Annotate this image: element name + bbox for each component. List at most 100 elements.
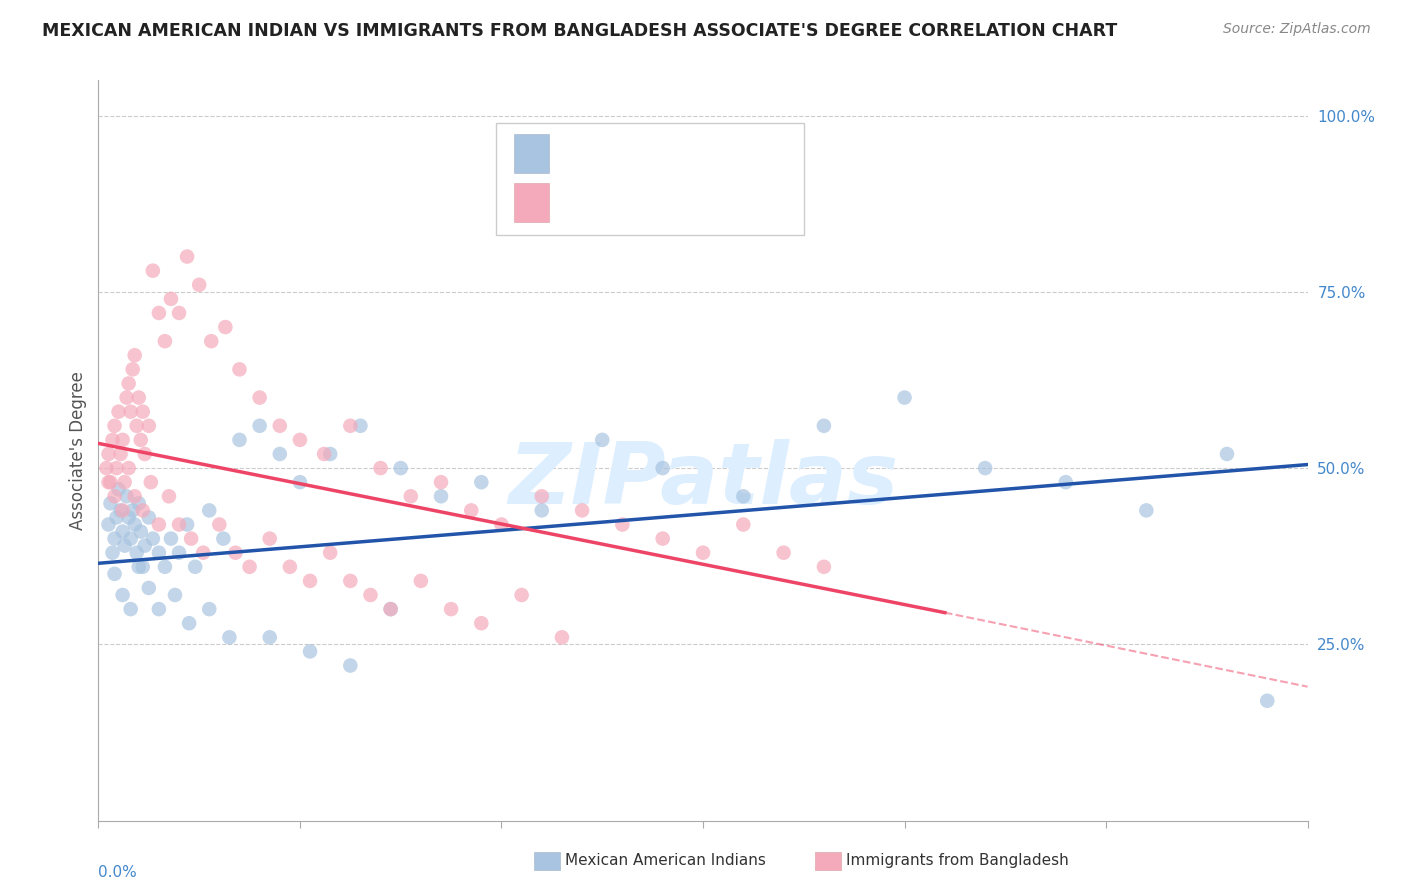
- Point: [125, 546, 148, 560]
- Point: [389, 461, 412, 475]
- Point: [1256, 694, 1278, 708]
- Point: [148, 546, 170, 560]
- Point: [198, 503, 221, 517]
- Point: [214, 320, 236, 334]
- Point: [107, 482, 129, 496]
- Point: [198, 602, 221, 616]
- Point: [132, 405, 155, 419]
- Text: ZIPatlas: ZIPatlas: [508, 439, 898, 522]
- Point: [160, 532, 183, 546]
- Point: [288, 475, 311, 490]
- Point: [110, 503, 132, 517]
- Point: [249, 391, 271, 405]
- Point: [360, 588, 382, 602]
- Point: [118, 510, 141, 524]
- Point: [134, 539, 156, 553]
- Point: [115, 391, 138, 405]
- Point: [110, 447, 132, 461]
- Point: [111, 524, 134, 539]
- Point: [733, 489, 755, 503]
- Point: [299, 644, 322, 658]
- Point: [107, 405, 129, 419]
- Point: [129, 433, 152, 447]
- Point: [142, 263, 165, 277]
- Point: [299, 574, 322, 588]
- Point: [1135, 503, 1157, 517]
- Point: [772, 546, 794, 560]
- Point: [138, 510, 160, 524]
- Point: [651, 461, 673, 475]
- Point: [193, 546, 215, 560]
- Point: [118, 376, 141, 391]
- Point: [96, 461, 118, 475]
- Text: Mexican American Indians: Mexican American Indians: [565, 854, 766, 868]
- Point: [153, 334, 176, 348]
- Point: [132, 559, 155, 574]
- Point: [370, 461, 392, 475]
- Point: [288, 433, 311, 447]
- Point: [212, 532, 235, 546]
- Point: [148, 602, 170, 616]
- Point: [101, 433, 124, 447]
- Point: [349, 418, 371, 433]
- Text: R =: R =: [561, 194, 599, 212]
- Point: [120, 602, 142, 616]
- Point: [111, 503, 134, 517]
- Point: [101, 546, 124, 560]
- Point: [319, 447, 342, 461]
- Point: [120, 405, 142, 419]
- Point: [399, 489, 422, 503]
- Point: [1054, 475, 1077, 490]
- Point: [813, 559, 835, 574]
- Point: [138, 418, 160, 433]
- Point: [224, 546, 246, 560]
- Point: [128, 559, 150, 574]
- Point: [208, 517, 231, 532]
- Point: [440, 602, 463, 616]
- Text: N =: N =: [671, 194, 710, 212]
- Point: [188, 277, 211, 292]
- Text: 63: 63: [692, 145, 716, 162]
- Point: [249, 418, 271, 433]
- Point: [167, 517, 190, 532]
- Point: [139, 475, 162, 490]
- Point: [129, 524, 152, 539]
- Point: [510, 588, 533, 602]
- Text: N =: N =: [655, 145, 696, 162]
- Point: [124, 348, 146, 362]
- Point: [97, 517, 120, 532]
- Point: [692, 546, 714, 560]
- Text: Immigrants from Bangladesh: Immigrants from Bangladesh: [846, 854, 1069, 868]
- Point: [974, 461, 997, 475]
- Point: [132, 503, 155, 517]
- Point: [105, 461, 128, 475]
- Point: [163, 588, 186, 602]
- Point: [612, 517, 634, 532]
- Point: [339, 658, 361, 673]
- Point: [148, 517, 170, 532]
- Point: [813, 418, 835, 433]
- Point: [269, 447, 291, 461]
- Point: [259, 532, 281, 546]
- Point: [591, 433, 613, 447]
- Point: [153, 559, 176, 574]
- Point: [103, 532, 125, 546]
- Point: [339, 574, 361, 588]
- Point: [100, 475, 122, 490]
- Point: [138, 581, 160, 595]
- Point: [430, 475, 453, 490]
- Point: [228, 433, 250, 447]
- Text: MEXICAN AMERICAN INDIAN VS IMMIGRANTS FROM BANGLADESH ASSOCIATE'S DEGREE CORRELA: MEXICAN AMERICAN INDIAN VS IMMIGRANTS FR…: [42, 22, 1118, 40]
- Point: [200, 334, 222, 348]
- Point: [259, 630, 281, 644]
- Point: [124, 489, 146, 503]
- Point: [142, 532, 165, 546]
- Text: 77: 77: [706, 194, 730, 212]
- Point: [1216, 447, 1239, 461]
- Point: [239, 559, 262, 574]
- Point: [339, 418, 361, 433]
- Point: [380, 602, 402, 616]
- Point: [409, 574, 432, 588]
- Point: [103, 566, 125, 581]
- Point: [571, 503, 593, 517]
